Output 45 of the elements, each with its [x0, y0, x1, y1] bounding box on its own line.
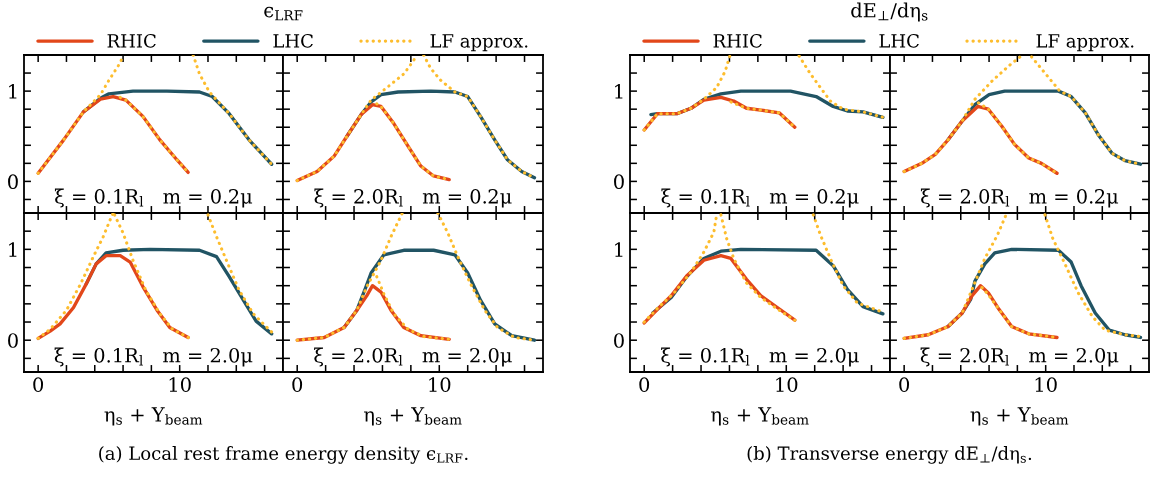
legend-label: RHIC: [107, 34, 156, 48]
x-axis-title: η$_{s}$ + Y$_{beam}$: [364, 407, 462, 426]
x-tick-label: 10: [429, 377, 451, 392]
text: ξ = 2.0R$_{l}$ m = 0.2μ: [314, 188, 512, 208]
line-series: [118, 95, 190, 174]
x-tick-label: 0: [899, 377, 910, 392]
x-tick-label: 0: [33, 377, 44, 392]
text: ξ = 0.1R$_{l}$ m = 2.0μ: [661, 347, 859, 367]
text: ξ = 2.0R$_{l}$ m = 2.0μ: [314, 347, 512, 367]
x-tick-label: 0: [639, 377, 650, 392]
x-tick-label: 10: [776, 377, 798, 392]
x-axis-title: η$_{s}$ + Y$_{beam}$: [104, 407, 203, 426]
y-tick-label: 1: [615, 242, 623, 257]
y-tick-label: 1: [9, 242, 17, 257]
legend-label: LF approx.: [1036, 34, 1134, 52]
y-tick-label: 1: [615, 84, 623, 99]
line-series: [191, 55, 274, 166]
legend-label: LHC: [273, 34, 313, 48]
chart-title: ϵ$_{LRF}$: [264, 6, 303, 21]
text: ξ = 0.1R$_{l}$ m = 2.0μ: [54, 347, 253, 367]
text: ξ = 2.0R$_{l}$ m = 0.2μ: [920, 188, 1119, 208]
text: (b) Transverse energy dE$_{⊥}$/dη$_{s}$.: [747, 446, 1032, 464]
text: ξ = 2.0R$_{l}$ m = 2.0μ: [920, 347, 1119, 367]
y-tick-label: 0: [8, 333, 18, 348]
y-tick-label: 0: [614, 333, 624, 348]
y-tick-label: 0: [614, 174, 624, 190]
line-series: [729, 100, 797, 129]
text: ξ = 0.1R$_{l}$ m = 0.2μ: [661, 188, 859, 208]
chart-title: dE$_{⊥}$/dη$_{s}$: [851, 2, 928, 22]
x-axis-title: η$_{s}$ + Y$_{beam}$: [711, 407, 809, 426]
x-tick-label: 10: [1035, 377, 1057, 392]
text: (a) Local rest frame energy density ϵ$_{LRF}$.: [99, 446, 468, 464]
legend-label: LF approx.: [430, 34, 528, 52]
line-series: [811, 213, 882, 313]
line-series: [206, 213, 274, 334]
line-series: [642, 55, 732, 132]
x-tick-label: 0: [292, 377, 303, 392]
x-tick-label: 10: [169, 377, 191, 392]
line-series: [797, 55, 885, 119]
x-axis-title: η$_{s}$ + Y$_{beam}$: [970, 407, 1069, 426]
legend-label: RHIC: [713, 34, 762, 48]
legend-label: LHC: [879, 34, 919, 48]
text: ξ = 0.1R$_{l}$ m = 0.2μ: [54, 188, 253, 208]
y-tick-label: 0: [8, 174, 18, 190]
y-tick-label: 1: [9, 84, 17, 99]
